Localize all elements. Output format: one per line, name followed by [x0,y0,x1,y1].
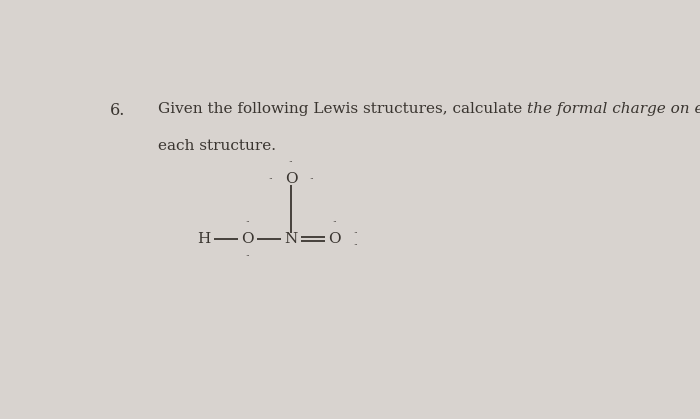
Text: ··: ·· [354,241,358,249]
Text: ··: ·· [245,252,250,260]
Text: ··: ·· [332,218,337,226]
Text: Given the following Lewis structures, calculate: Given the following Lewis structures, ca… [158,102,527,116]
Text: the formal charge on each atom in: the formal charge on each atom in [527,102,700,116]
Text: O: O [285,172,298,186]
Text: ··: ·· [245,218,250,226]
Text: each structure.: each structure. [158,139,276,153]
Text: O: O [328,232,341,246]
Text: ··: ·· [288,158,293,166]
Text: O: O [241,232,254,246]
Text: ··: ·· [268,175,273,184]
Text: H: H [197,232,211,246]
Text: ··: ·· [354,229,358,237]
Text: ··: ·· [309,175,314,184]
Text: N: N [284,232,298,246]
Text: 6.: 6. [111,102,126,119]
